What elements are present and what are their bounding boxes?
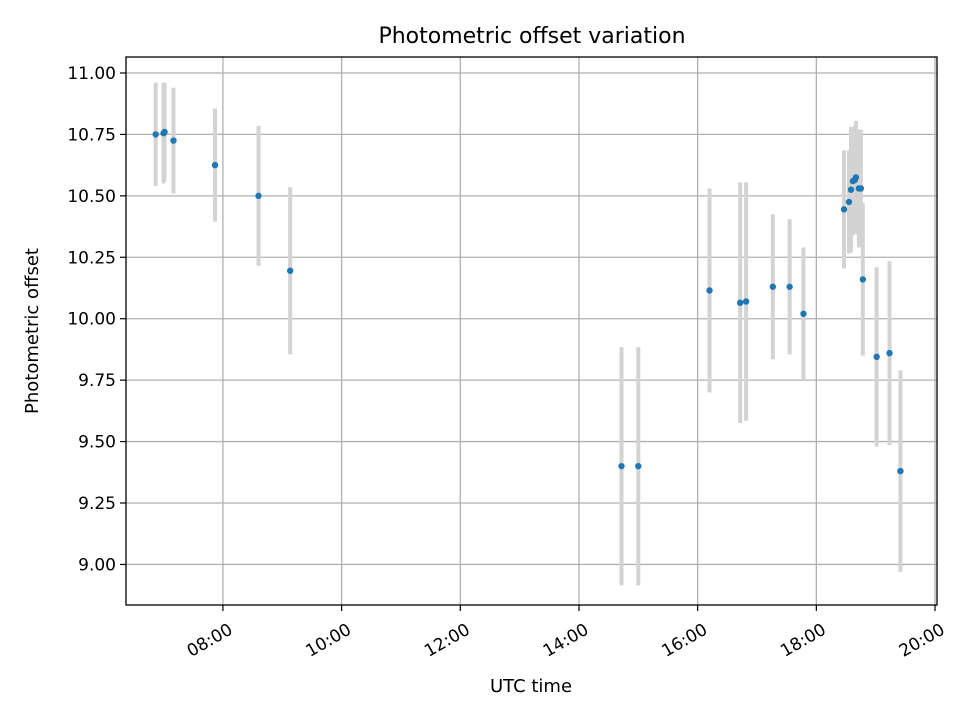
data-point	[897, 467, 904, 475]
data-point	[769, 283, 777, 290]
data-point	[742, 298, 750, 305]
data-point	[170, 137, 177, 144]
data-point	[886, 349, 893, 357]
data-point	[255, 192, 262, 200]
y-tick-label: 10.25	[67, 248, 116, 268]
data-point	[706, 287, 713, 294]
data-point	[286, 267, 294, 274]
data-point	[736, 299, 744, 306]
y-tick-label: 10.00	[67, 310, 116, 330]
data-point	[840, 206, 848, 213]
x-axis-label: UTC time	[490, 676, 572, 697]
y-axis-label: Photometric offset	[22, 248, 43, 414]
data-point	[847, 186, 855, 193]
data-point	[852, 174, 860, 181]
data-point	[161, 128, 168, 136]
point-layer	[152, 128, 904, 475]
y-tick-label: 10.50	[67, 187, 116, 207]
data-point	[857, 185, 865, 192]
y-tick-label: 9.00	[78, 555, 116, 575]
y-tick-label: 9.75	[78, 371, 116, 391]
data-point	[152, 131, 159, 138]
data-point	[786, 283, 793, 290]
y-axis: 9.00 9.25 9.50 9.75 10.00 10.25 10.50 10.75 11.0…	[67, 64, 126, 575]
chart-title: Photometric offset variation	[378, 24, 685, 49]
y-tick-label: 9.50	[78, 433, 116, 453]
data-point	[211, 161, 219, 169]
y-tick-label: 10.75	[67, 125, 116, 145]
data-point	[873, 353, 880, 361]
plot-frame	[125, 56, 938, 606]
y-tick-label: 9.25	[78, 494, 116, 514]
data-point	[635, 462, 642, 470]
data-point	[800, 310, 807, 317]
data-point	[845, 198, 853, 206]
data-point	[859, 276, 867, 283]
y-tick-label: 11.00	[67, 64, 116, 84]
data-point	[618, 462, 625, 470]
